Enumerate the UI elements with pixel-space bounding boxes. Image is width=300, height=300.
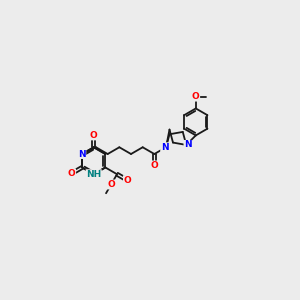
Text: O: O (192, 92, 200, 101)
Text: O: O (107, 180, 115, 189)
Text: NH: NH (86, 170, 101, 179)
Text: O: O (151, 161, 158, 170)
Text: O: O (68, 169, 76, 178)
Text: N: N (184, 140, 192, 149)
Text: O: O (123, 176, 131, 184)
Text: N: N (161, 143, 168, 152)
Text: N: N (78, 149, 86, 158)
Text: O: O (90, 131, 98, 140)
